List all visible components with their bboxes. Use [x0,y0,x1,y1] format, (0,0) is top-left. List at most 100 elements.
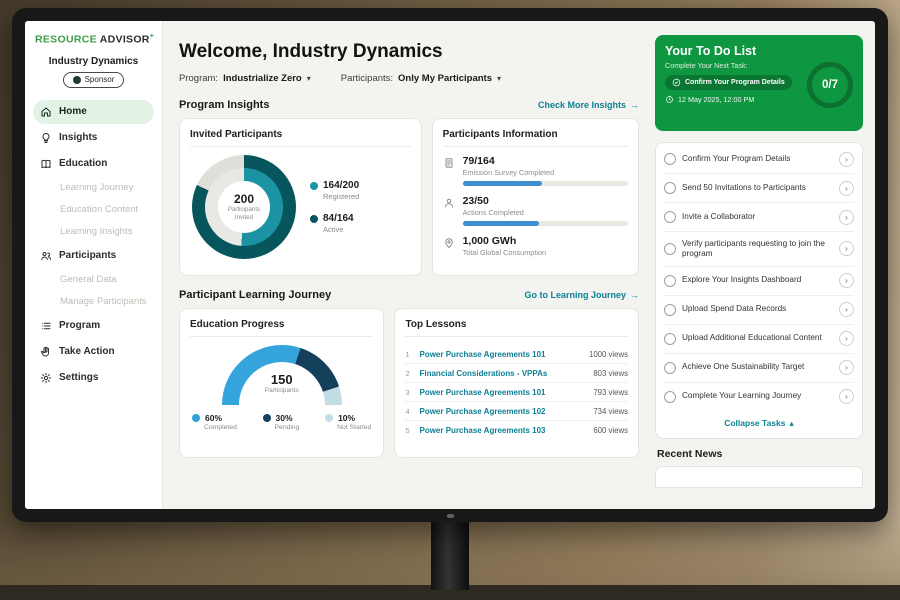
clock-icon [666,96,673,103]
sidebar-item-education[interactable]: Education [33,152,154,176]
sidebar-item-label: Home [59,106,87,117]
next-task-label: Confirm Your Program Details [685,79,785,86]
sidebar-item-insights[interactable]: Insights [33,126,154,150]
chevron-right-icon[interactable]: › [839,389,854,404]
task-item[interactable]: Confirm Your Program Details › [664,145,854,174]
book-icon [41,159,51,168]
filter-bar: Program: Industrialize Zero ▾ Participan… [179,73,639,84]
home-icon [41,107,51,116]
lesson-link[interactable]: Power Purchase Agreements 102 [419,406,546,416]
legend-value: 10% [338,413,356,423]
chevron-right-icon[interactable]: › [839,180,854,196]
task-checkbox[interactable] [664,274,676,287]
chevron-right-icon[interactable]: › [839,273,854,288]
task-item[interactable]: Complete Your Learning Journey › [664,383,854,411]
task-item[interactable]: Achieve One Sustainability Target › [664,354,854,383]
task-checkbox[interactable] [664,390,676,403]
collapse-tasks-link[interactable]: Collapse Tasks ▴ [664,411,854,436]
task-label: Invite a Collaborator [682,211,756,221]
task-checkbox[interactable] [664,332,676,345]
sidebar-item-education-content[interactable]: Education Content [33,200,154,220]
lesson-row: 1 Power Purchase Agreements 101 1000 vie… [405,345,628,364]
sidebar-item-learning-insights[interactable]: Learning Insights [33,222,154,242]
legend-value: 84/164 [323,213,354,224]
sidebar-item-program[interactable]: Program [33,314,154,338]
lesson-row: 4 Power Purchase Agreements 102 734 view… [405,402,628,421]
legend-item: 60% Completed [192,413,237,431]
lesson-link[interactable]: Power Purchase Agreements 103 [419,425,546,435]
task-item[interactable]: Explore Your Insights Dashboard › [664,267,854,296]
chevron-down-icon: ▾ [497,74,502,83]
task-label: Achieve One Sustainability Target [682,362,805,372]
task-checkbox[interactable] [664,242,676,255]
due-date-label: 12 May 2025, 12:00 PM [678,95,755,104]
chevron-right-icon[interactable]: › [839,302,854,317]
sidebar-item-label: Program [59,320,101,331]
donut-center-label: Invited [234,214,254,221]
sponsor-badge[interactable]: Sponsor [62,71,125,88]
go-to-learning-journey-link[interactable]: Go to Learning Journey → [524,290,639,300]
check-more-insights-link[interactable]: Check More Insights → [538,100,639,110]
sidebar-subitem-label: Manage Participants [60,296,147,307]
stat-value: 1,000 GWh [462,235,517,247]
card-title: Education Progress [190,317,374,337]
chevron-right-icon[interactable]: › [839,151,854,167]
program-filter[interactable]: Program: Industrialize Zero ▾ [179,73,311,84]
monitor-stand [431,520,469,590]
task-checkbox[interactable] [664,153,676,165]
todo-progress-ring: 0/7 [807,62,853,108]
people-icon [41,251,51,260]
education-progress-card: Education Progress 150 Participants 60% … [179,308,385,458]
task-checkbox[interactable] [664,211,676,223]
lesson-row: 2 Financial Considerations - VPPAs 803 v… [405,364,628,383]
chevron-right-icon[interactable]: › [839,209,854,225]
person-icon [444,198,453,208]
desk-edge [0,585,900,600]
lesson-rank: 2 [405,368,410,378]
sidebar: RESOURCE ADVISOR+ Industry Dynamics Spon… [25,21,163,509]
task-item[interactable]: Invite a Collaborator › [664,203,854,232]
chevron-right-icon[interactable]: › [839,241,854,257]
sponsor-label: Sponsor [84,75,115,84]
card-title: Top Lessons [405,317,628,337]
stat-value: 79/164 [462,155,495,167]
task-checkbox[interactable] [664,182,676,194]
stat-label: Emission Survey Completed [462,168,555,177]
task-item[interactable]: Send 50 Invitations to Participants › [664,174,854,203]
progress-bar [462,181,628,186]
top-lessons-card: Top Lessons 1 Power Purchase Agreements … [394,308,639,458]
logo-plus: + [149,33,155,40]
task-item[interactable]: Verify participants requesting to join t… [664,232,854,267]
sidebar-item-home[interactable]: Home [33,99,154,124]
lesson-link[interactable]: Financial Considerations - VPPAs [419,368,548,378]
sidebar-item-general-data[interactable]: General Data [33,270,154,290]
sidebar-item-take-action[interactable]: Take Action [33,340,154,364]
list-icon [41,322,51,329]
sidebar-item-manage-participants[interactable]: Manage Participants [33,292,154,312]
next-task-pill[interactable]: Confirm Your Program Details [665,75,792,90]
sidebar-item-settings[interactable]: Settings [33,366,154,390]
progress-fill [462,181,542,186]
task-item[interactable]: Upload Spend Data Records › [664,296,854,325]
sidebar-item-participants[interactable]: Participants [33,244,154,268]
task-item[interactable]: Upload Additional Educational Content › [664,325,854,354]
legend-value: 30% [275,413,293,423]
sidebar-item-learning-journey[interactable]: Learning Journey [33,178,154,198]
task-checkbox[interactable] [664,303,676,316]
lesson-link[interactable]: Power Purchase Agreements 101 [419,387,546,397]
lesson-views: 1000 views [588,349,628,359]
chevron-right-icon[interactable]: › [839,331,854,346]
participants-filter[interactable]: Participants: Only My Participants ▾ [341,73,501,84]
check-circle-icon [672,78,681,87]
todo-title: Your To Do List [665,44,757,58]
monitor-bezel: RESOURCE ADVISOR+ Industry Dynamics Spon… [12,8,888,522]
task-checkbox[interactable] [664,361,676,374]
participants-filter-value: Only My Participants [398,73,493,84]
lesson-link[interactable]: Power Purchase Agreements 101 [419,349,546,359]
org-name: Industry Dynamics [48,55,139,67]
chevron-right-icon[interactable]: › [839,360,854,375]
sidebar-item-label: Education [59,158,108,169]
chevron-glyph: › [845,244,848,254]
participants-information-card: Participants Information 79/164 Emission… [431,118,639,276]
collapse-label: Collapse Tasks [724,418,786,428]
